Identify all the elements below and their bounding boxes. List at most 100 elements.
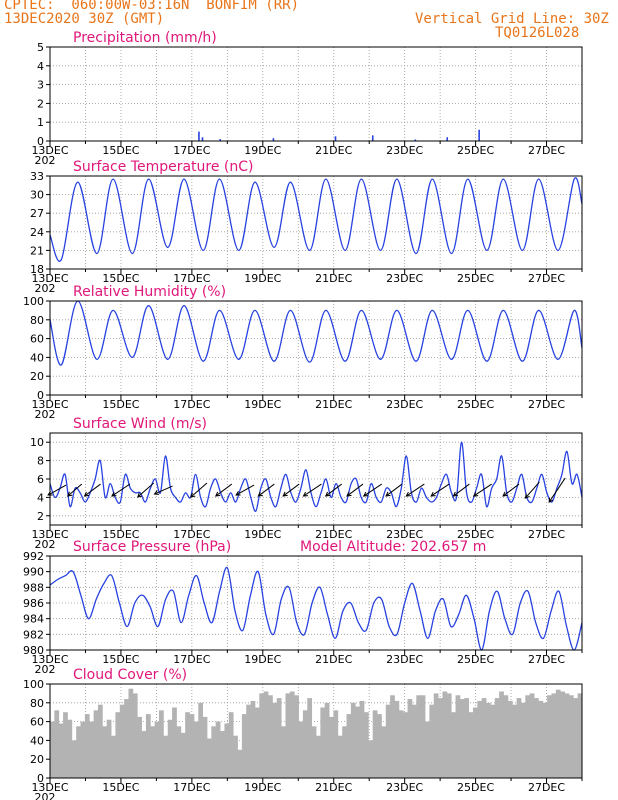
cloud-bar: [560, 691, 565, 778]
cloud-bar: [141, 731, 147, 778]
wind-arrow: [282, 483, 300, 497]
precip-date-label: 17DEC: [173, 144, 210, 157]
rh-ytick-label: 80: [30, 314, 44, 327]
cloud-bar: [372, 710, 378, 778]
cloud-date-label: 23DEC: [386, 781, 423, 794]
cloud-bar: [172, 707, 177, 778]
wind-arrow: [111, 483, 131, 497]
cloud-bar: [394, 700, 400, 778]
cloud-bar: [54, 710, 60, 778]
precip-bar: [478, 129, 480, 141]
precip-ytick-label: 3: [37, 79, 44, 92]
precip-ytick-label: 0: [37, 135, 44, 148]
cloud-bar: [542, 702, 548, 778]
precip-bar: [334, 136, 337, 141]
cloud-bar: [294, 695, 299, 778]
cloud-bar: [455, 695, 461, 778]
cloud-bar: [80, 721, 86, 778]
wind-arrow: [67, 483, 83, 497]
wind-arrow: [346, 483, 364, 497]
rh-frame: [49, 300, 583, 396]
wind-date-label: 13DEC: [31, 528, 68, 541]
wind-arrow-head: [452, 491, 458, 497]
cloud-bar: [163, 735, 169, 778]
cloud-bar: [316, 735, 321, 778]
cloud-bar: [281, 726, 286, 778]
temp-date-label: 17DEC: [173, 272, 210, 285]
rh-date-label: 19DEC: [244, 398, 281, 411]
pres-date-label: 27DEC: [528, 653, 565, 666]
wind-frame: [49, 432, 583, 526]
temp-date-label: 19DEC: [244, 272, 281, 285]
cloud-bar: [499, 691, 504, 778]
wind-date-label: 15DEC: [102, 528, 139, 541]
wind-arrow: [84, 483, 101, 497]
rh-panel: [46, 300, 583, 400]
cloud-bar: [381, 726, 387, 778]
precip-panel: [46, 46, 583, 146]
cloud-bar: [320, 707, 326, 778]
rh-date-label: 25DEC: [457, 398, 494, 411]
cloud-bar: [263, 691, 269, 778]
cloud-year-label: 202: [35, 791, 56, 800]
cloud-bar: [390, 695, 395, 778]
wind-arrow: [453, 483, 470, 497]
header-model-code: TQ0126L028: [495, 25, 580, 41]
cloud-bar: [516, 698, 522, 778]
wind-arrow-head: [502, 491, 508, 497]
cloud-bar: [211, 726, 217, 778]
cloud-bar: [50, 721, 55, 778]
cloud-bar: [137, 716, 142, 778]
cloud-bar: [84, 714, 90, 778]
cloud-bar: [311, 726, 317, 778]
wind-arrow-head: [430, 491, 436, 497]
wind-date-label: 25DEC: [457, 528, 494, 541]
cloud-bar: [512, 704, 517, 778]
precip-title: Precipitation (mm/h): [73, 30, 217, 46]
rh-ytick-label: 20: [30, 370, 44, 383]
cloud-bar: [442, 691, 448, 778]
pres-date-label: 21DEC: [315, 653, 352, 666]
precip-date-label: 21DEC: [315, 144, 352, 157]
pres-panel: [46, 555, 583, 655]
cloud-bar: [346, 714, 352, 778]
wind-date-label: 21DEC: [315, 528, 352, 541]
cloud-bar: [228, 712, 234, 778]
precip-date-label: 15DEC: [102, 144, 139, 157]
cloud-bar: [63, 712, 68, 778]
temp-title: Surface Temperature (nC): [73, 159, 254, 175]
wind-ytick-label: 6: [37, 473, 44, 486]
pres-ytick-label: 990: [23, 566, 44, 579]
cloud-bar: [276, 698, 282, 778]
pres-ytick-label: 992: [23, 550, 44, 563]
cloud-bar: [337, 735, 343, 778]
cloud-bar: [115, 712, 121, 778]
temp-year-label: 202: [35, 282, 56, 295]
cloud-bar: [202, 716, 208, 778]
cloud-date-label: 19DEC: [244, 781, 281, 794]
rh-ytick-label: 60: [30, 333, 44, 346]
cloud-bar: [198, 702, 204, 778]
pres-date-label: 23DEC: [386, 653, 423, 666]
precip-bar: [219, 139, 222, 141]
model-altitude: Model Altitude: 202.657 m: [300, 539, 486, 555]
temp-date-label: 21DEC: [315, 272, 352, 285]
cloud-bar: [398, 710, 404, 778]
cloud-bar: [132, 693, 138, 778]
cloud-bar: [573, 698, 579, 778]
cloud-date-label: 21DEC: [315, 781, 352, 794]
wind-arrow-head: [190, 492, 196, 498]
rh-ytick-label: 0: [37, 389, 44, 402]
rh-year-label: 202: [35, 408, 56, 421]
cloud-bar: [150, 726, 156, 778]
cloud-bar: [363, 712, 369, 778]
cloud-bar: [220, 731, 225, 778]
header-run-time: 13DEC2020 30Z (GMT): [4, 11, 165, 27]
temp-ytick-label: 30: [30, 189, 44, 202]
cloud-bar: [167, 719, 173, 778]
wind-arrow-head: [257, 491, 263, 497]
cloud-bar: [446, 693, 452, 778]
wind-arrow-head: [405, 491, 411, 497]
wind-panel: [46, 432, 583, 530]
wind-arrow: [363, 483, 383, 497]
